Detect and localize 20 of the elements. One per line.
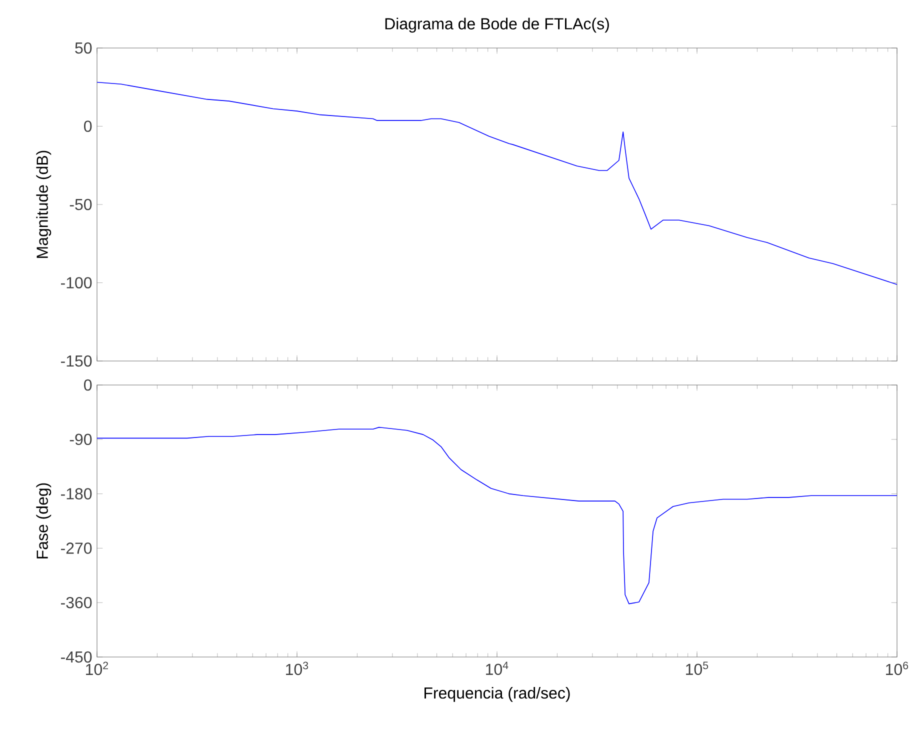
x-tick-label: 10$^{6}$ bbox=[886, 662, 908, 676]
y-tick-label: -90 bbox=[70, 434, 92, 446]
y-tick-label: -180 bbox=[60, 488, 92, 500]
x-tick-label: 10$^{2}$ bbox=[86, 662, 108, 676]
x-tick-label: 10$^{3}$ bbox=[286, 662, 308, 676]
y-tick-label: 0 bbox=[84, 120, 92, 132]
y-tick-label: 0 bbox=[84, 379, 92, 391]
chart-title: Diagrama de Bode de FTLAc(s) bbox=[385, 18, 609, 33]
y-tick-label: -150 bbox=[60, 355, 92, 367]
y-tick-label: -450 bbox=[60, 651, 92, 663]
y-tick-label: -270 bbox=[60, 542, 92, 554]
y-axis-title: Fase (deg) bbox=[36, 483, 52, 558]
y-tick-label: -100 bbox=[60, 277, 92, 288]
y-tick-label: 50 bbox=[75, 42, 92, 54]
x-axis-title: Frequencia (rad/sec) bbox=[424, 686, 570, 702]
y-tick-label: -360 bbox=[60, 596, 92, 608]
y-axis-title: Magnitude (dB) bbox=[36, 150, 52, 258]
x-tick-label: 10$^{4}$ bbox=[486, 662, 508, 676]
x-tick-label: 10$^{5}$ bbox=[686, 662, 708, 676]
y-tick-label: -50 bbox=[70, 198, 92, 210]
